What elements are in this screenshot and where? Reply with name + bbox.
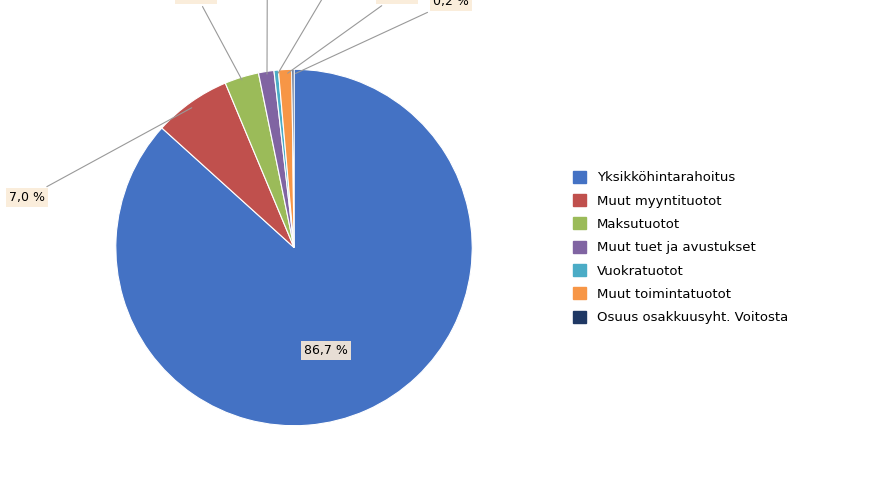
Wedge shape xyxy=(258,70,294,247)
Text: 1,4 %: 1,4 % xyxy=(249,0,285,74)
Text: 86,7 %: 86,7 % xyxy=(304,345,348,357)
Wedge shape xyxy=(274,70,294,247)
Wedge shape xyxy=(225,73,294,248)
Wedge shape xyxy=(116,69,472,426)
Legend: Yksikköhintarahoitus, Muut myyntituotot, Maksutuotot, Muut tuet ja avustukset, V: Yksikköhintarahoitus, Muut myyntituotot,… xyxy=(568,165,794,330)
Text: 1,2 %: 1,2 % xyxy=(288,0,415,73)
Text: 3,1 %: 3,1 % xyxy=(178,0,241,80)
Wedge shape xyxy=(291,69,294,248)
Wedge shape xyxy=(278,69,294,248)
Text: 7,0 %: 7,0 % xyxy=(9,108,192,204)
Text: 0,2 %: 0,2 % xyxy=(296,0,469,73)
Wedge shape xyxy=(162,83,294,248)
Text: 0,4 %: 0,4 % xyxy=(278,0,351,73)
